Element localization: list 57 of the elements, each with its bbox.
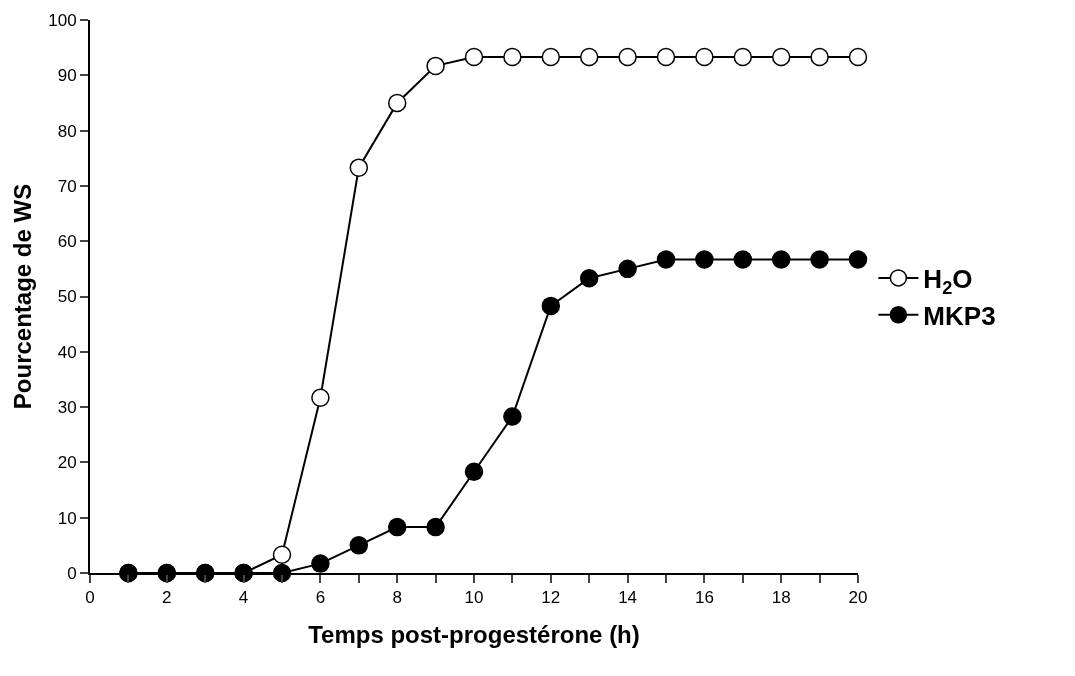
point [810, 47, 829, 67]
point [848, 250, 868, 269]
point [464, 47, 484, 67]
point [848, 47, 868, 67]
point [618, 259, 637, 279]
y-tick-label: 70 [57, 176, 77, 196]
x-tick-label: 16 [694, 588, 714, 608]
y-tick-label: 50 [57, 287, 77, 307]
point [771, 47, 791, 67]
x-tick-label: 14 [618, 588, 638, 608]
y-tick-label: 100 [48, 10, 77, 30]
x-tick-label: 20 [848, 588, 868, 608]
point [311, 554, 330, 573]
y-tick-label: 30 [57, 398, 77, 418]
y-tick-label: 90 [57, 66, 77, 86]
point [272, 545, 292, 564]
point [656, 47, 676, 67]
point [771, 250, 791, 269]
point [656, 250, 676, 269]
point [695, 250, 714, 269]
y-tick-label: 0 [67, 563, 77, 583]
point [426, 517, 445, 537]
point [579, 47, 599, 67]
point [426, 56, 445, 76]
point [733, 250, 753, 269]
point [464, 462, 484, 482]
y-tick-label: 60 [57, 232, 77, 252]
x-tick-label: 0 [85, 588, 95, 608]
x-tick-label: 8 [392, 588, 402, 608]
legend-label: H$_{2}$O [923, 264, 973, 298]
point [541, 296, 561, 316]
y-tick-label: 10 [57, 508, 77, 528]
point [618, 47, 637, 67]
point [387, 517, 407, 537]
x-tick-label: 2 [162, 588, 172, 608]
point [695, 47, 714, 67]
point [311, 388, 330, 407]
x-tick-label: 12 [541, 588, 561, 608]
x-tick-label: 10 [464, 588, 484, 608]
point [733, 47, 753, 67]
point [579, 269, 599, 288]
y-tick-label: 40 [57, 342, 77, 362]
x-tick-label: 18 [771, 588, 791, 608]
legend-label: MKP3 [923, 300, 996, 331]
y-tick-label: 80 [57, 121, 77, 141]
point [541, 47, 561, 67]
point [387, 93, 407, 113]
y-tick-label: 20 [57, 453, 77, 473]
x-tick-label: 4 [238, 588, 249, 608]
point [349, 158, 369, 177]
point [503, 47, 522, 67]
point [349, 536, 369, 555]
y-axis-title: Pourcentage de WS [8, 183, 36, 410]
x-axis-title: Temps post-progestérone (h) [308, 621, 640, 649]
point [810, 250, 829, 269]
x-tick-label: 6 [315, 588, 326, 608]
point [503, 407, 522, 426]
